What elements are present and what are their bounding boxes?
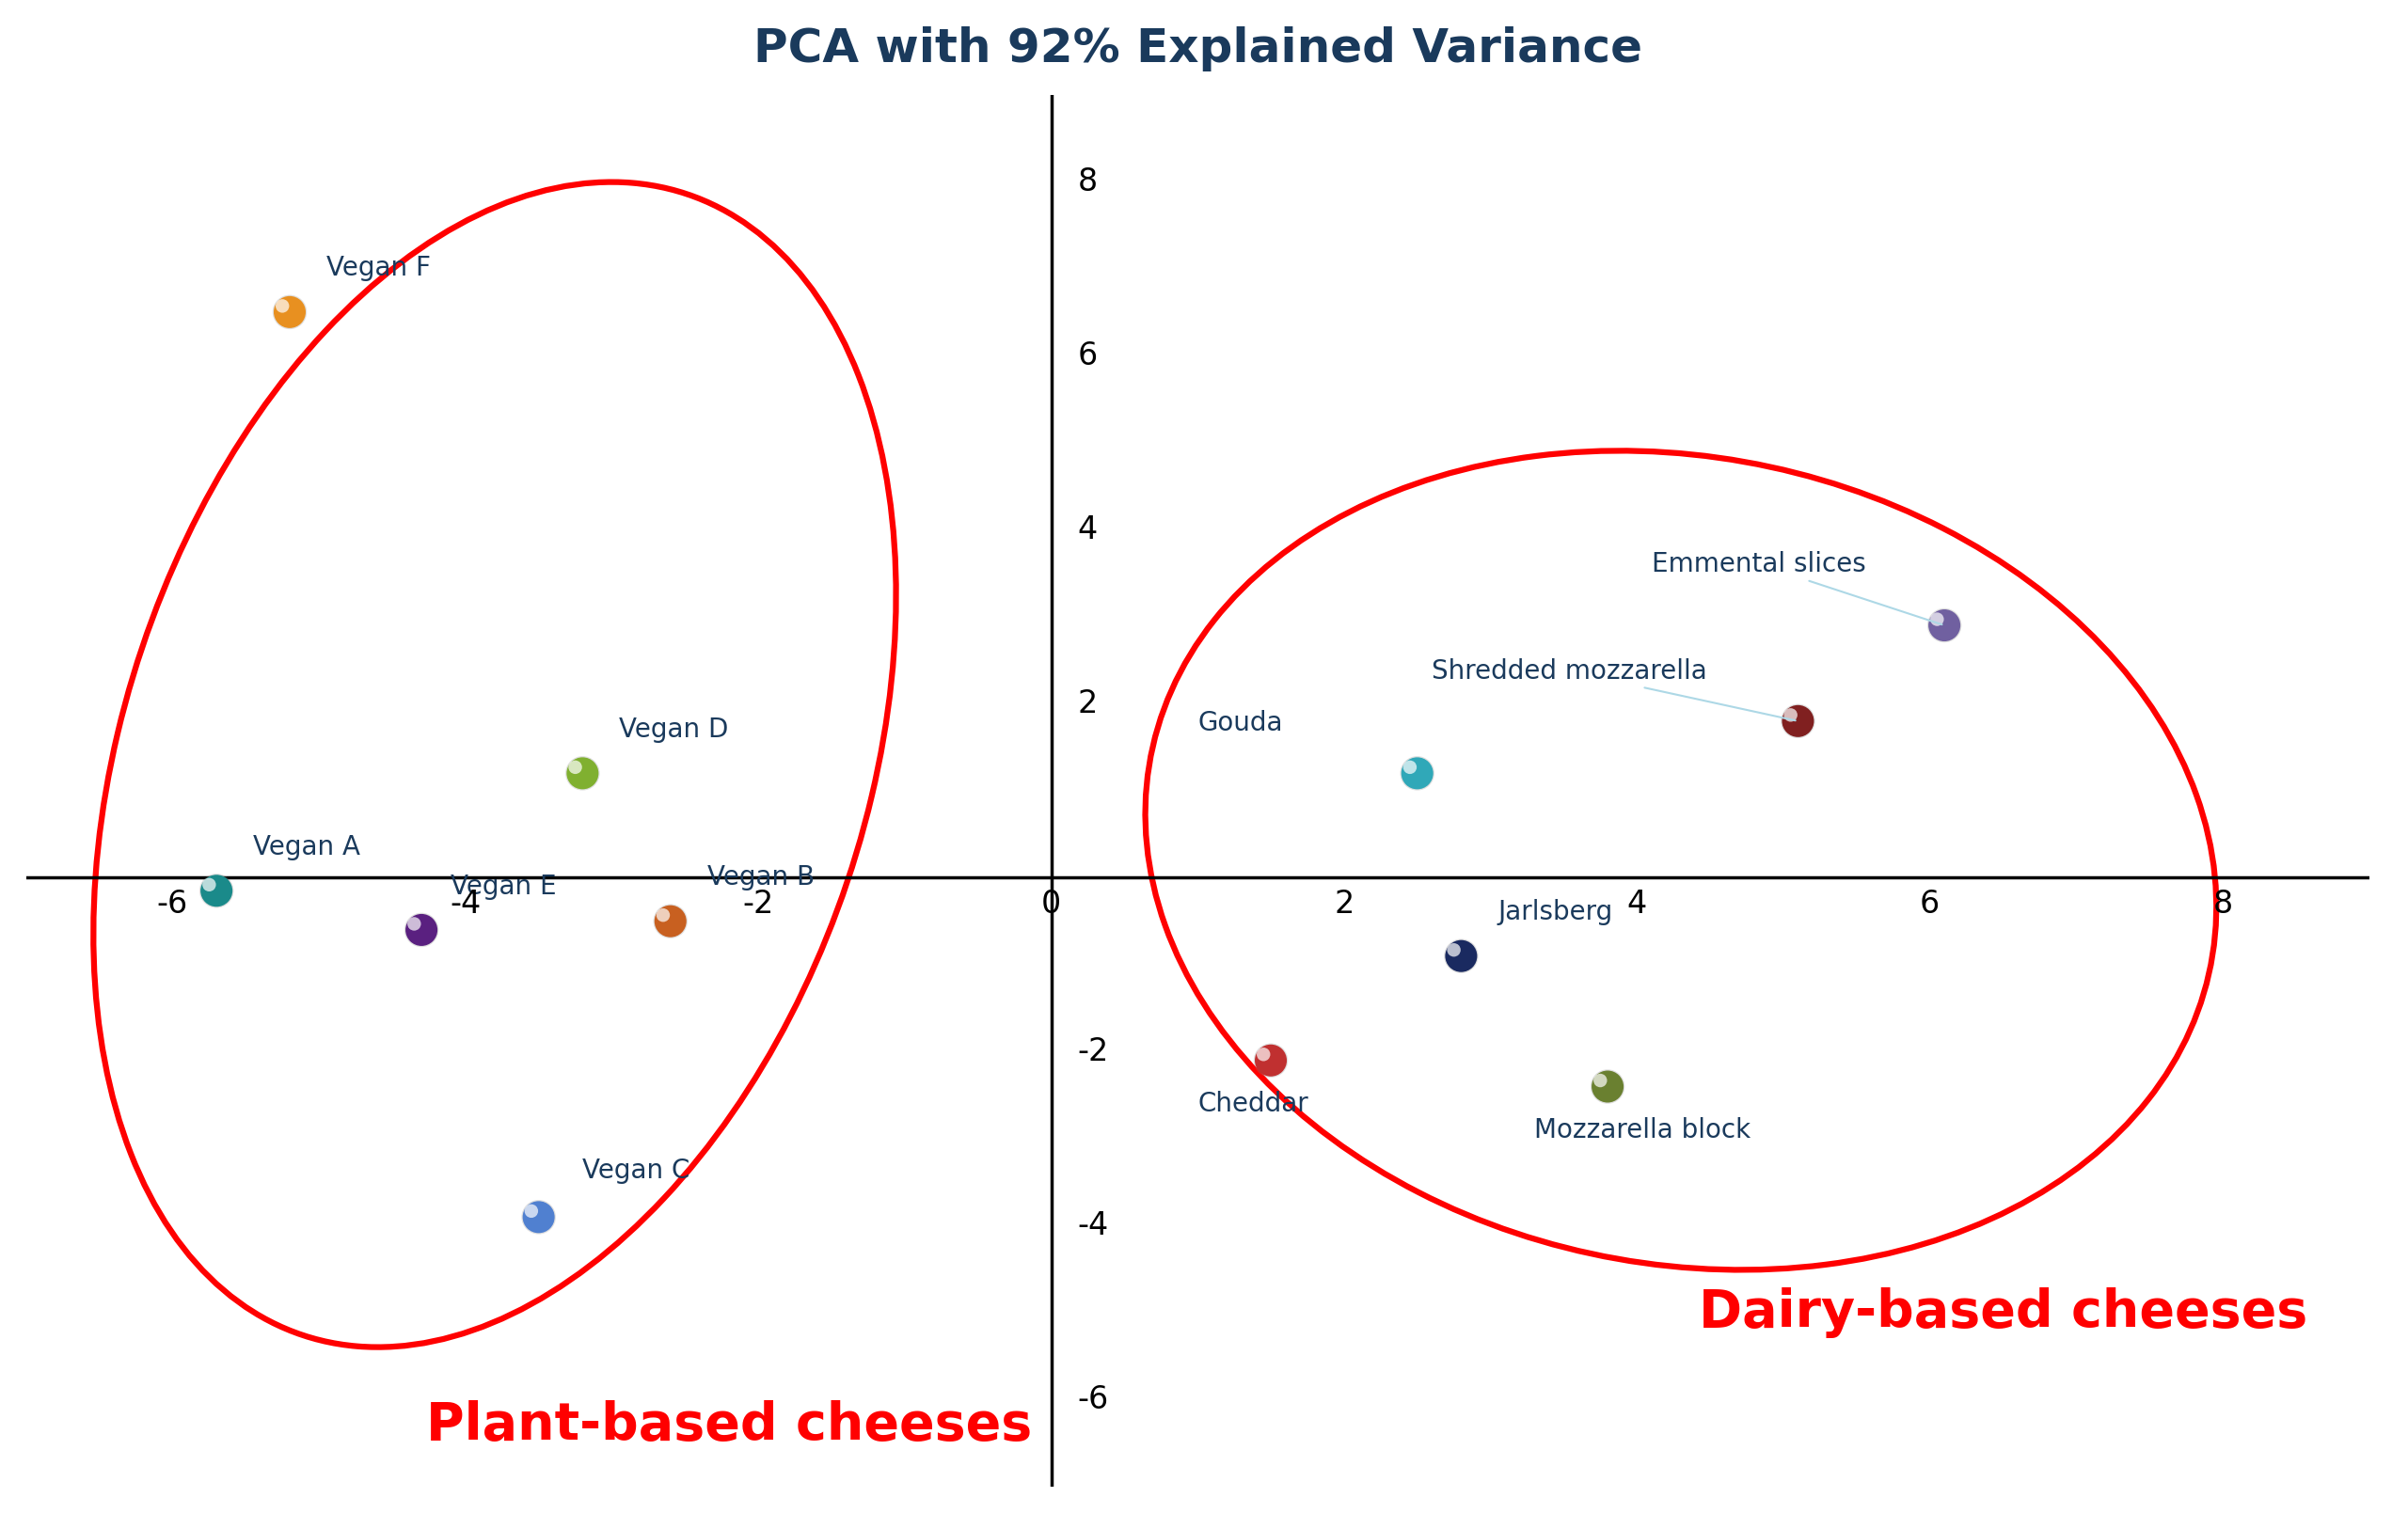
Point [1589,1074,1628,1098]
Point [270,300,308,324]
Text: 2: 2 [1334,888,1353,920]
Point [1252,1049,1291,1073]
Text: 6: 6 [1919,888,1941,920]
Point [1442,944,1481,968]
Text: 4: 4 [1628,888,1647,920]
Point [402,918,441,943]
Text: Jarlsberg: Jarlsberg [1498,899,1613,926]
Point [650,909,689,934]
Text: 6: 6 [1076,340,1098,371]
Text: -6: -6 [157,888,188,920]
Point [1399,761,1438,785]
Text: Vegan E: Vegan E [450,873,556,899]
Text: Emmental slices: Emmental slices [1652,551,1941,625]
Point [513,1198,551,1223]
Point [1780,710,1818,734]
Point [520,1204,559,1229]
Point [197,879,236,903]
Text: Dairy-based cheeses: Dairy-based cheeses [1698,1288,2307,1337]
Point [262,294,301,318]
Text: Vegan B: Vegan B [708,864,814,891]
Point [563,761,602,785]
Text: 4: 4 [1076,514,1098,545]
Point [395,912,433,937]
Text: -6: -6 [1076,1384,1108,1415]
Point [556,755,595,779]
Text: 8: 8 [2213,888,2232,920]
Point [190,873,229,897]
Point [1917,607,1955,631]
Text: Vegan C: Vegan C [583,1157,691,1185]
Text: Vegan A: Vegan A [253,834,361,861]
Point [1780,710,1818,734]
Text: Gouda: Gouda [1197,711,1283,737]
Text: -2: -2 [1076,1036,1110,1067]
Text: 2: 2 [1076,688,1098,719]
Point [1924,613,1963,637]
Point [270,300,308,324]
Point [1582,1068,1621,1092]
Point [1772,704,1811,728]
Point [402,918,441,943]
Point [650,909,689,934]
Point [1442,944,1481,968]
Text: Vegan F: Vegan F [327,256,431,281]
Text: Cheddar: Cheddar [1197,1091,1308,1117]
Text: Plant-based cheeses: Plant-based cheeses [426,1401,1033,1451]
Text: Vegan D: Vegan D [619,717,730,743]
Title: PCA with 92% Explained Variance: PCA with 92% Explained Variance [754,26,1642,71]
Text: -2: -2 [742,888,773,920]
Point [1435,938,1474,962]
Text: -4: -4 [1076,1210,1108,1241]
Point [197,879,236,903]
Point [643,903,681,927]
Point [1589,1074,1628,1098]
Point [1399,761,1438,785]
Point [1924,613,1963,637]
Point [563,761,602,785]
Text: Mozzarella block: Mozzarella block [1534,1117,1751,1144]
Point [520,1204,559,1229]
Point [1392,755,1430,779]
Text: 0: 0 [1040,888,1062,920]
Text: -4: -4 [450,888,482,920]
Point [1245,1042,1283,1067]
Point [1252,1049,1291,1073]
Text: 8: 8 [1076,166,1098,197]
Text: Shredded mozzarella: Shredded mozzarella [1433,658,1796,720]
